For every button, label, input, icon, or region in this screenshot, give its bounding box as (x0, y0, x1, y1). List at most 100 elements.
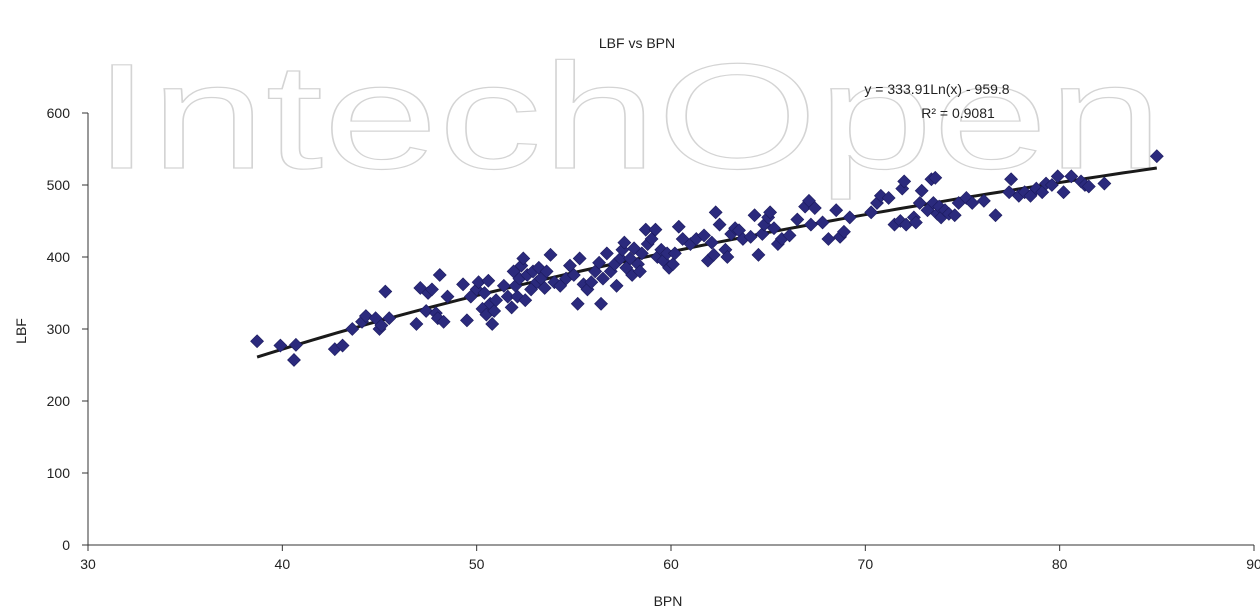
data-point (697, 228, 711, 243)
data-point (712, 217, 727, 232)
y-tick-label: 400 (47, 249, 71, 265)
watermark-logo: IntechOpen (93, 32, 1163, 200)
data-point (829, 203, 844, 218)
data-point (988, 208, 1003, 223)
data-point (928, 170, 943, 185)
y-tick-label: 600 (47, 105, 71, 121)
x-tick-label: 50 (469, 556, 485, 572)
data-point (374, 318, 389, 333)
data-point (755, 227, 770, 241)
x-tick-label: 90 (1246, 556, 1260, 572)
axis-ticks: 30 40 50 60 70 80 90 0 100 200 300 400 500 600 (47, 105, 1260, 572)
data-point (790, 212, 805, 227)
data-point (1064, 169, 1079, 184)
data-point (460, 313, 474, 328)
data-point (504, 300, 519, 315)
data-point (708, 205, 723, 220)
trendline-equation: y = 333.91Ln(x) - 959.8 (864, 81, 1009, 97)
data-point (440, 289, 455, 304)
data-point (815, 215, 830, 230)
data-point (566, 268, 581, 282)
data-point (914, 183, 929, 198)
data-point (496, 278, 511, 293)
data-point (485, 317, 500, 331)
data-point (743, 229, 758, 244)
data-point (425, 282, 439, 297)
data-point (666, 257, 680, 272)
x-tick-label: 70 (858, 556, 874, 572)
data-point (1056, 185, 1071, 200)
data-point (1081, 179, 1096, 194)
y-tick-label: 100 (47, 465, 71, 481)
data-point (1044, 178, 1059, 192)
data-point (782, 228, 797, 243)
data-point (1149, 149, 1164, 164)
y-tick-label: 500 (47, 177, 71, 193)
data-points (250, 149, 1164, 367)
data-point (881, 191, 896, 205)
data-point (1050, 169, 1065, 184)
x-tick-label: 80 (1052, 556, 1068, 572)
x-tick-label: 30 (80, 556, 96, 572)
data-point (767, 221, 781, 236)
data-point (287, 353, 301, 367)
data-point (706, 247, 721, 262)
y-tick-label: 300 (47, 321, 71, 337)
data-point (947, 208, 962, 223)
data-point (617, 235, 632, 250)
data-point (378, 284, 393, 299)
data-point (345, 322, 360, 336)
data-point (638, 222, 653, 237)
data-point (537, 281, 552, 295)
data-point (763, 205, 778, 220)
data-point (409, 317, 424, 331)
data-point (481, 273, 496, 288)
data-point (623, 251, 638, 266)
data-point (436, 314, 451, 329)
data-point (976, 193, 991, 208)
data-point (516, 251, 531, 266)
data-point (648, 222, 663, 237)
data-point (456, 277, 470, 292)
data-point (632, 264, 647, 279)
y-tick-label: 0 (62, 537, 70, 553)
data-point (594, 296, 608, 311)
data-point (572, 251, 587, 266)
data-point (539, 264, 554, 279)
data-point (965, 196, 980, 210)
data-point (667, 246, 682, 261)
data-point (747, 208, 762, 223)
data-point (518, 293, 533, 308)
data-point (489, 293, 504, 308)
data-point (570, 296, 585, 311)
data-point (599, 246, 614, 261)
y-tick-label: 200 (47, 393, 71, 409)
y-axis-title: LBF (13, 318, 29, 344)
chart-title: LBF vs BPN (599, 35, 675, 51)
data-point (671, 219, 686, 234)
data-point (596, 271, 610, 286)
r-squared-label: R² = 0.9081 (921, 105, 995, 121)
data-point (419, 304, 434, 318)
data-point (1004, 172, 1019, 187)
data-point (704, 235, 719, 250)
data-point (609, 278, 624, 293)
data-point (358, 309, 373, 323)
data-point (289, 337, 303, 352)
data-point (908, 215, 923, 230)
data-point (382, 311, 397, 326)
data-point (837, 224, 851, 239)
data-point (500, 289, 515, 304)
data-point (432, 268, 447, 282)
data-point (250, 334, 264, 349)
data-point (807, 201, 822, 215)
data-point (1097, 176, 1112, 191)
data-point (897, 174, 912, 189)
data-point (487, 304, 502, 318)
data-point (584, 275, 599, 290)
data-point (912, 196, 927, 210)
data-point (477, 286, 492, 300)
x-tick-label: 40 (275, 556, 291, 572)
data-point (803, 217, 818, 232)
